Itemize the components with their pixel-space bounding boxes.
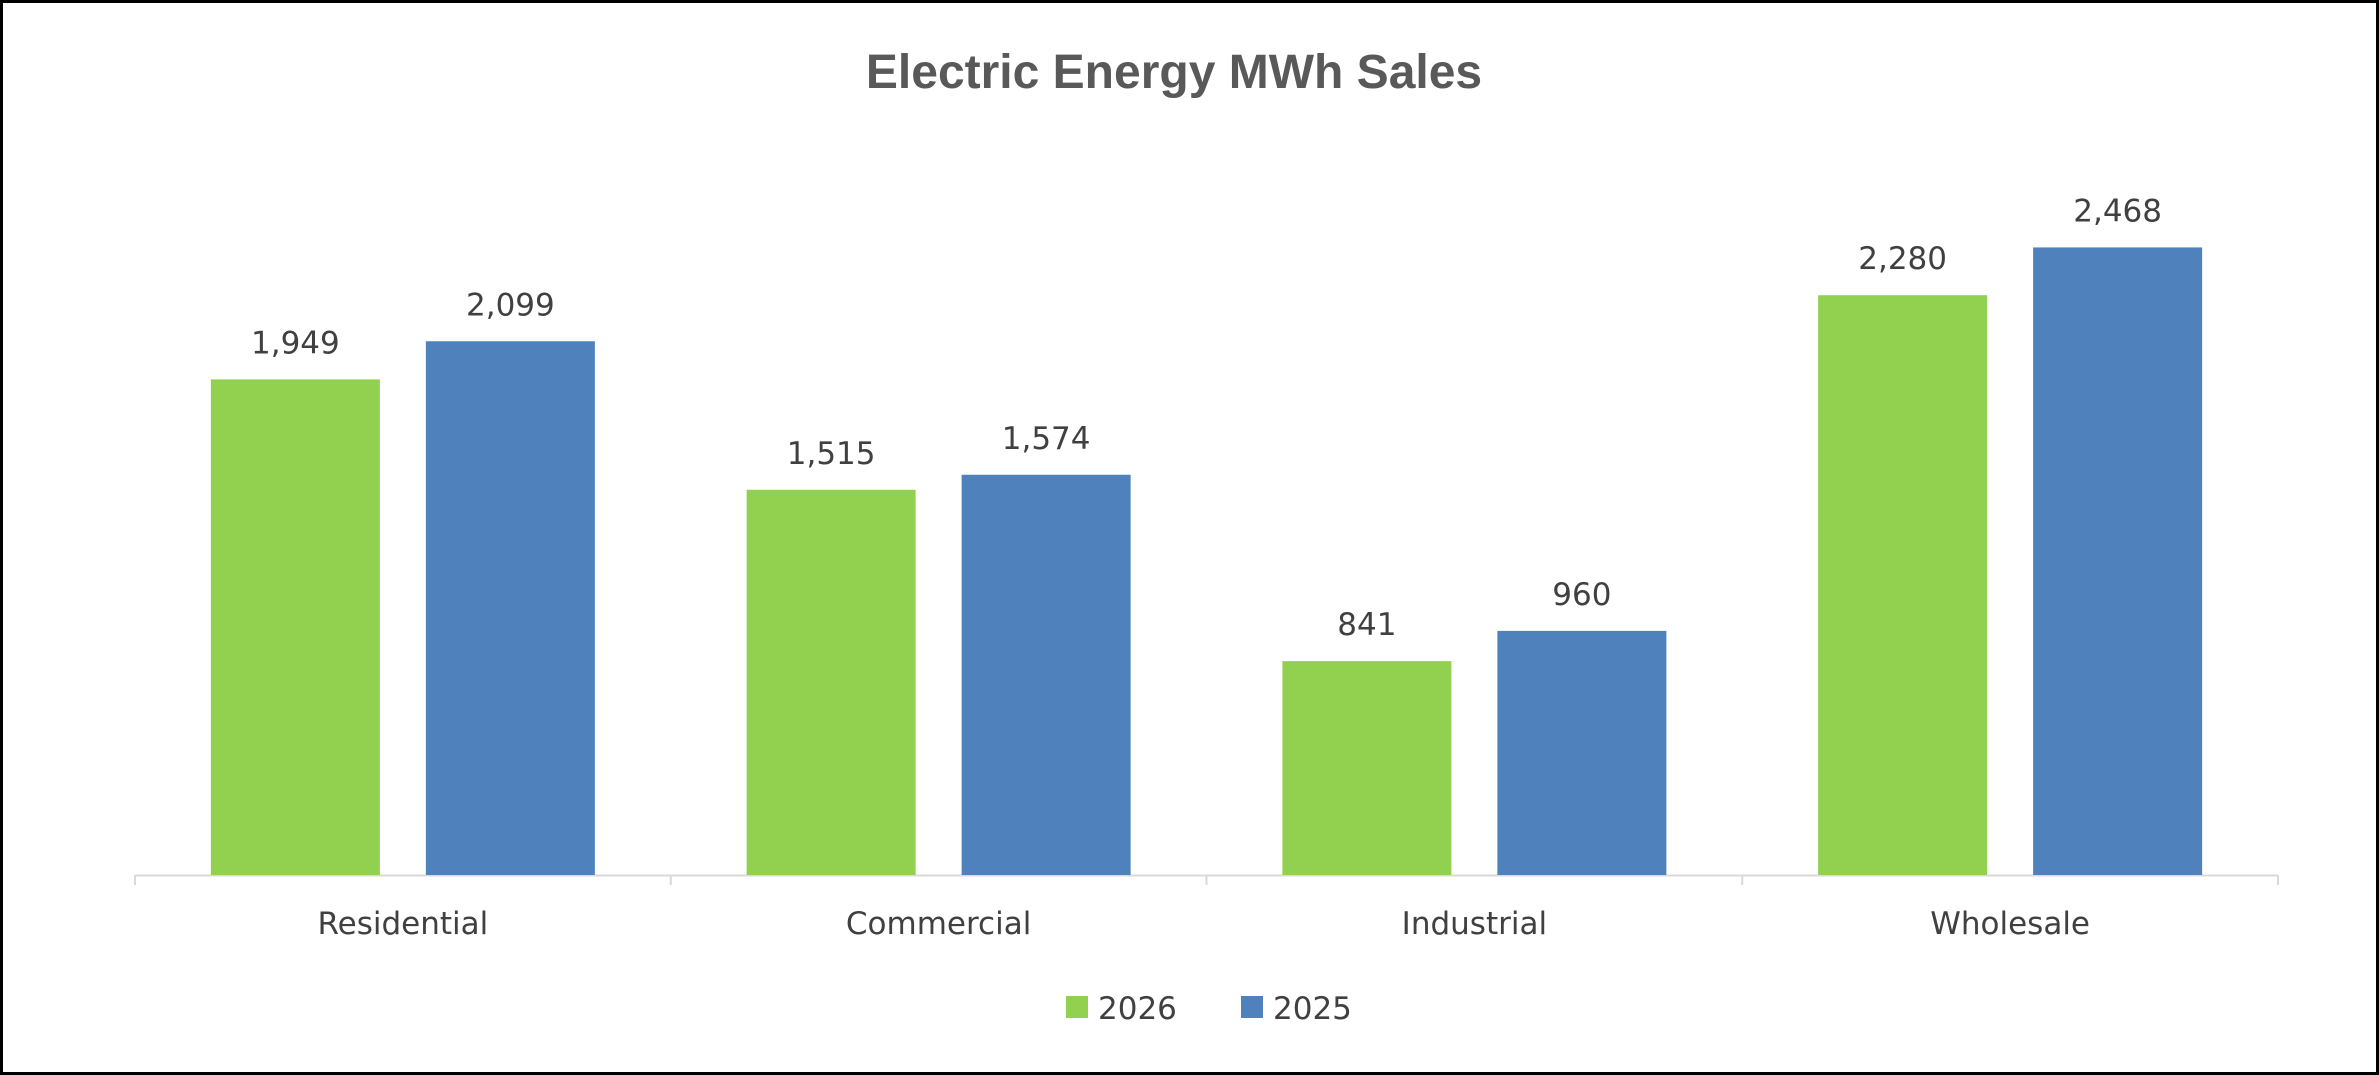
bar-2026-wholesale [1818, 295, 1988, 875]
legend-swatch-2026 [1066, 996, 1088, 1018]
bar-2026-residential [210, 379, 380, 875]
legend-swatch-2025 [1241, 996, 1263, 1018]
data-label: 1,515 [787, 436, 876, 472]
bar-2025-wholesale [2033, 247, 2203, 875]
category-label: Residential [317, 906, 488, 942]
category-label: Commercial [846, 906, 1031, 942]
data-label: 1,574 [1002, 421, 1091, 457]
bar-2026-commercial [746, 489, 916, 875]
data-label: 960 [1552, 577, 1611, 613]
data-label: 2,468 [2073, 193, 2162, 229]
data-label: 2,280 [1858, 241, 1947, 277]
data-label: 2,099 [466, 287, 555, 323]
legend-label: 2026 [1098, 991, 1177, 1027]
bar-2026-industrial [1282, 661, 1452, 875]
chart-title: Electric Energy MWh Sales [866, 46, 1482, 99]
bar-2025-residential [425, 341, 595, 875]
bar-2025-commercial [961, 474, 1131, 875]
data-label: 1,949 [251, 325, 340, 361]
category-label: Industrial [1402, 906, 1547, 942]
data-label: 841 [1337, 607, 1396, 643]
bar-2025-industrial [1497, 630, 1667, 875]
category-label: Wholesale [1930, 906, 2090, 942]
legend-label: 2025 [1273, 991, 1352, 1027]
